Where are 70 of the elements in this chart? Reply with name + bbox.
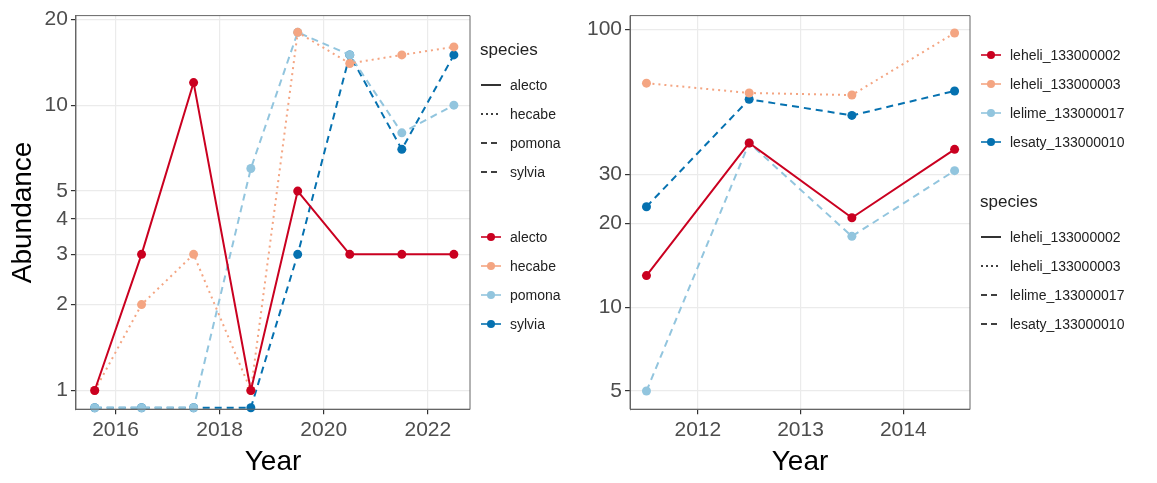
point [847, 213, 857, 223]
y-tick-label: 5 [56, 177, 68, 201]
y-axis-title: Abundance [5, 141, 37, 284]
y-tick-label: 5 [610, 377, 623, 401]
point [847, 110, 857, 120]
y-tick-label: 20 [44, 6, 68, 30]
point [847, 231, 857, 241]
legend-label: sylvia [510, 315, 546, 332]
text: hecabe [510, 105, 556, 122]
legend-label: pomona [510, 286, 561, 303]
point [641, 271, 651, 281]
x-tick-label: 2022 [404, 416, 452, 440]
point [293, 249, 303, 259]
point [397, 128, 407, 138]
y-tick-label: 3 [56, 241, 68, 265]
point [189, 249, 199, 259]
legend-label: lesaty_133000010 [1010, 133, 1125, 150]
x-tick-label: 2013 [777, 416, 824, 440]
legend-label: leheli_133000002 [1010, 46, 1121, 63]
legend-title: species [480, 40, 539, 60]
y-tick-label: 2 [56, 291, 68, 315]
point [641, 78, 651, 88]
x-axis-title: Year [771, 444, 829, 476]
point [449, 100, 459, 110]
point [950, 144, 960, 154]
y-tick-label: 10 [598, 294, 623, 318]
text: lelime_133000017 [1010, 286, 1125, 303]
x-tick-label: 2018 [196, 416, 243, 440]
x-axis-title: Year [244, 444, 302, 476]
y-tick-label: 100 [586, 16, 623, 40]
point [950, 166, 960, 176]
point [449, 42, 459, 52]
point [293, 186, 303, 196]
x-tick-label: 2014 [879, 416, 927, 440]
point [744, 88, 754, 98]
point [137, 300, 147, 310]
text: leheli_133000003 [1010, 257, 1121, 274]
text: sylvia [510, 163, 546, 180]
y-tick-label: 10 [44, 91, 68, 115]
x-tick-label: 2016 [92, 416, 139, 440]
y-tick-label: 4 [56, 205, 69, 229]
point [847, 90, 857, 100]
point [345, 58, 355, 68]
point [137, 249, 147, 259]
point [246, 163, 256, 173]
text: lesaty_133000010 [1010, 315, 1125, 332]
legend-title: species [980, 192, 1039, 212]
point [397, 249, 407, 259]
legend-label: hecabe [510, 257, 556, 274]
legend-label: lelime_133000017 [1010, 104, 1125, 121]
point [641, 202, 651, 212]
point [449, 249, 459, 259]
y-tick-label: 30 [598, 161, 623, 185]
legend-label: leheli_133000003 [1010, 75, 1121, 92]
point [641, 386, 651, 396]
legend-label: alecto [510, 228, 548, 245]
x-tick-label: 2020 [300, 416, 348, 440]
point [950, 28, 960, 38]
x-tick-label: 2012 [674, 416, 722, 440]
point [189, 78, 199, 88]
point [397, 50, 407, 60]
point [397, 144, 407, 154]
y-tick-label: 1 [56, 377, 68, 401]
text: leheli_133000002 [1010, 228, 1121, 245]
point [345, 249, 355, 259]
point [950, 86, 960, 96]
y-tick-label: 20 [598, 210, 623, 234]
text: alecto [510, 76, 548, 93]
point [449, 50, 459, 60]
text: pomona [510, 134, 561, 151]
